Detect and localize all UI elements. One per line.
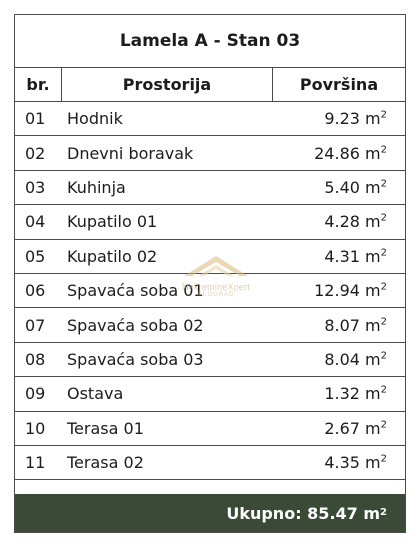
table-row: 02 Dnevni boravak 24.86 m2 xyxy=(15,136,405,171)
row-area-value: 9.23 xyxy=(324,109,360,129)
row-area-value: 1.32 xyxy=(324,384,360,404)
row-area-unit: m xyxy=(365,246,381,266)
row-area-unit-exponent: 2 xyxy=(380,453,387,465)
row-area-unit-exponent: 2 xyxy=(380,419,387,431)
table-body: 01 Hodnik 9.23 m2 02 Dnevni boravak 24.86 m2 0… xyxy=(15,102,405,481)
row-room-name: Ostava xyxy=(67,384,124,404)
total-unit: m xyxy=(363,503,381,523)
row-area-unit-exponent: 2 xyxy=(380,213,387,225)
row-number: 08 xyxy=(25,349,46,369)
row-room-name: Dnevni boravak xyxy=(67,143,194,163)
row-number: 10 xyxy=(25,418,46,438)
row-area-unit: m xyxy=(365,143,381,163)
row-area: 4.35 m2 xyxy=(324,453,405,472)
table-row: 04 Kupatilo 01 4.28 m2 xyxy=(15,205,405,240)
row-area-unit-exponent: 2 xyxy=(380,178,387,190)
row-area-unit: m xyxy=(365,281,381,301)
row-area-unit: m xyxy=(365,177,381,197)
row-area: 9.23 m2 xyxy=(324,109,405,128)
row-area: 4.31 m2 xyxy=(324,247,405,266)
row-room-name: Terasa 01 xyxy=(67,418,144,438)
row-area-unit: m xyxy=(365,418,381,438)
row-number: 04 xyxy=(25,212,46,232)
row-area-unit: m xyxy=(365,109,381,129)
table-row: 03 Kuhinja 5.40 m2 xyxy=(15,171,405,206)
row-area: 8.07 m2 xyxy=(324,316,405,335)
table-title: Lamela A - Stan 03 xyxy=(15,15,405,68)
header-room: Prostorija xyxy=(62,68,273,101)
header-area: Površina xyxy=(299,75,379,94)
row-area-unit-exponent: 2 xyxy=(380,316,387,328)
row-area-value: 24.86 xyxy=(314,143,360,163)
row-area-value: 8.04 xyxy=(324,349,360,369)
row-number: 09 xyxy=(25,384,46,404)
row-number: 06 xyxy=(25,281,46,301)
table-row: 05 Kupatilo 02 4.31 m2 xyxy=(15,240,405,274)
row-room-name: Kupatilo 02 xyxy=(67,246,158,266)
row-room-name: Spavaća soba 01 xyxy=(67,281,204,301)
row-area-unit-exponent: 2 xyxy=(380,109,387,121)
area-table: Lamela A - Stan 03 br. Prostorija Površi… xyxy=(14,14,406,533)
row-room-name: Hodnik xyxy=(67,109,123,129)
row-number: 03 xyxy=(25,177,46,197)
row-number: 05 xyxy=(25,246,46,266)
table-row: 11 Terasa 02 4.35 m2 xyxy=(15,446,405,481)
row-area-value: 4.28 xyxy=(324,212,360,232)
row-area: 8.04 m2 xyxy=(324,350,405,369)
row-number: 11 xyxy=(25,453,46,473)
row-area-unit: m xyxy=(365,315,381,335)
row-area: 5.40 m2 xyxy=(324,178,405,197)
row-number: 01 xyxy=(25,109,46,129)
row-area-unit: m xyxy=(365,453,381,473)
table-row: 10 Terasa 01 2.67 m2 xyxy=(15,412,405,446)
table-header: br. Prostorija Površina xyxy=(15,68,405,102)
row-number: 07 xyxy=(25,315,46,335)
row-room-name: Kupatilo 01 xyxy=(67,212,158,232)
row-area-value: 4.35 xyxy=(324,453,360,473)
row-area-unit-exponent: 2 xyxy=(380,350,387,362)
row-room-name: Kuhinja xyxy=(67,177,126,197)
row-area-unit-exponent: 2 xyxy=(380,281,387,293)
row-area-value: 5.40 xyxy=(324,177,360,197)
row-area: 12.94 m2 xyxy=(314,281,405,300)
header-number: br. xyxy=(15,68,62,101)
row-area-value: 2.67 xyxy=(324,418,360,438)
row-area-unit: m xyxy=(365,349,381,369)
table-row: 06 Spavaća soba 01 12.94 m2 xyxy=(15,274,405,309)
table-row: 08 Spavaća soba 03 8.04 m2 xyxy=(15,343,405,378)
row-area-unit-exponent: 2 xyxy=(380,384,387,396)
row-room-name: Spavaća soba 03 xyxy=(67,349,204,369)
row-area-value: 4.31 xyxy=(324,246,360,266)
row-room-name: Spavaća soba 02 xyxy=(67,315,204,335)
total-value: 85.47 xyxy=(307,503,358,523)
row-area-unit: m xyxy=(365,384,381,404)
row-area-value: 8.07 xyxy=(324,315,360,335)
row-number: 02 xyxy=(25,143,46,163)
table-row: 09 Ostava 1.32 m2 xyxy=(15,377,405,412)
table-row: 01 Hodnik 9.23 m2 xyxy=(15,102,405,137)
row-area: 2.67 m2 xyxy=(324,419,405,438)
row-area: 1.32 m2 xyxy=(324,384,405,403)
row-area-unit: m xyxy=(365,212,381,232)
row-area: 4.28 m2 xyxy=(324,212,405,231)
row-area: 24.86 m2 xyxy=(314,144,405,163)
table-row: 07 Spavaća soba 02 8.07 m2 xyxy=(15,308,405,343)
row-area-unit-exponent: 2 xyxy=(380,247,387,259)
row-area-value: 12.94 xyxy=(314,281,360,301)
row-room-name: Terasa 02 xyxy=(67,453,144,473)
row-area-unit-exponent: 2 xyxy=(380,144,387,156)
total-label: Ukupno: xyxy=(226,503,302,523)
